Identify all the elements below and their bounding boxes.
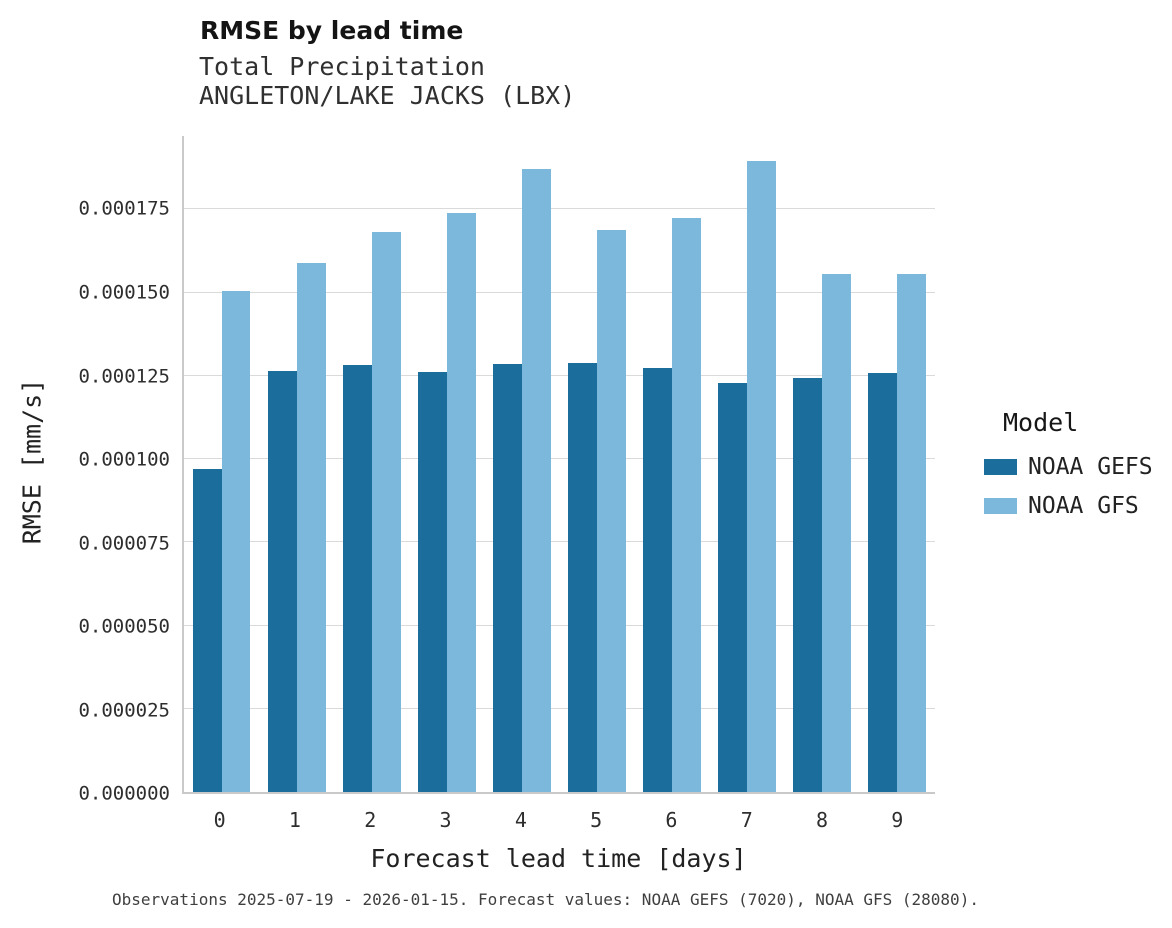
chart-subtitle-variable: Total Precipitation <box>199 52 485 81</box>
x-axis-tick-label: 5 <box>590 808 603 832</box>
legend: Model NOAA GEFS NOAA GFS <box>984 408 1153 532</box>
y-axis-tick-label: 0.000175 <box>78 197 170 220</box>
bar-noaa-gefs-day-4 <box>493 363 522 792</box>
bar-group-day-5 <box>559 136 634 792</box>
bar-noaa-gfs-day-1 <box>296 262 326 792</box>
bar-noaa-gfs-day-7 <box>747 160 777 792</box>
y-axis-tick-label: 0.000100 <box>78 448 170 471</box>
bar-noaa-gefs-day-3 <box>417 372 447 792</box>
legend-entry-noaa-gfs: NOAA GFS <box>984 493 1153 519</box>
bar-noaa-gefs-day-1 <box>267 371 297 792</box>
y-axis-tick-label: 0.000025 <box>78 699 170 721</box>
x-axis-tick-label: 2 <box>364 808 377 832</box>
gridline <box>184 541 935 543</box>
bar-group-day-7 <box>710 136 785 792</box>
y-axis-tick-label: 0.000150 <box>78 281 170 304</box>
gridline <box>184 208 935 210</box>
x-axis-tick-label: 9 <box>891 808 904 832</box>
x-axis-tick-label: 8 <box>816 808 829 832</box>
gridline <box>184 291 935 293</box>
bar-group-day-6 <box>635 136 710 792</box>
legend-label-noaa-gfs: NOAA GFS <box>1028 493 1139 519</box>
gridline <box>184 374 935 376</box>
chart-subtitle-station: ANGLETON/LAKE JACKS (LBX) <box>199 81 576 110</box>
bar-noaa-gefs-day-6 <box>643 368 673 792</box>
y-axis-tick-label: 0.000125 <box>78 365 170 387</box>
bar-noaa-gfs-day-5 <box>597 230 626 792</box>
x-axis-tick-label: 7 <box>740 808 753 832</box>
bar-noaa-gefs-day-5 <box>568 362 598 792</box>
y-axis-tick-labels: 0.000000 0.000025 0.000050 0.000075 0.000100… <box>0 136 170 803</box>
bar-group-day-8 <box>785 136 860 792</box>
bar-group-day-0 <box>184 136 259 792</box>
y-axis-tick-label: 0.000050 <box>78 615 170 638</box>
x-axis-tick-labels: 0 1 2 3 4 5 6 7 8 9 <box>182 808 935 832</box>
legend-swatch-noaa-gfs <box>984 498 1017 514</box>
y-axis-tick-label: 0.000075 <box>78 532 170 554</box>
bar-noaa-gfs-day-4 <box>521 168 551 792</box>
bar-group-day-1 <box>259 136 334 792</box>
x-axis-tick-label: 4 <box>514 808 527 832</box>
bar-noaa-gefs-day-9 <box>868 373 898 792</box>
bar-noaa-gefs-day-0 <box>192 469 222 792</box>
bar-group-day-4 <box>484 136 559 792</box>
chart-title: RMSE by lead time <box>200 16 464 45</box>
x-axis-tick-label: 1 <box>288 808 301 832</box>
bar-noaa-gfs-day-6 <box>672 217 702 792</box>
y-axis-tick-label: 0.000000 <box>78 782 170 805</box>
bar-noaa-gfs-day-8 <box>822 273 852 792</box>
x-axis-tick-label: 0 <box>213 808 226 832</box>
bar-noaa-gfs-day-0 <box>221 290 251 792</box>
bar-group-day-3 <box>409 136 484 792</box>
bar-noaa-gfs-day-2 <box>371 231 401 792</box>
caption-text: Observations 2025-07-19 - 2026-01-15. Fo… <box>112 890 979 909</box>
bar-noaa-gefs-day-7 <box>718 383 748 792</box>
bar-series-container <box>184 136 935 792</box>
gridline <box>184 624 935 626</box>
gridline <box>184 707 935 709</box>
legend-entry-noaa-gefs: NOAA GEFS <box>984 454 1153 480</box>
plot-area <box>182 136 935 794</box>
bar-noaa-gefs-day-8 <box>793 378 823 792</box>
legend-swatch-noaa-gefs <box>984 459 1017 475</box>
gridline <box>184 458 935 460</box>
bar-noaa-gefs-day-2 <box>342 364 372 792</box>
x-axis-title: Forecast lead time [days] <box>370 844 747 873</box>
x-axis-tick-label: 6 <box>665 808 678 832</box>
bar-group-day-2 <box>334 136 409 792</box>
legend-title: Model <box>1003 408 1079 437</box>
bar-noaa-gfs-day-9 <box>897 273 927 792</box>
bar-noaa-gfs-day-3 <box>446 212 476 792</box>
bar-group-day-9 <box>860 136 935 792</box>
x-axis-tick-label: 3 <box>439 808 452 832</box>
legend-label-noaa-gefs: NOAA GEFS <box>1028 454 1153 480</box>
